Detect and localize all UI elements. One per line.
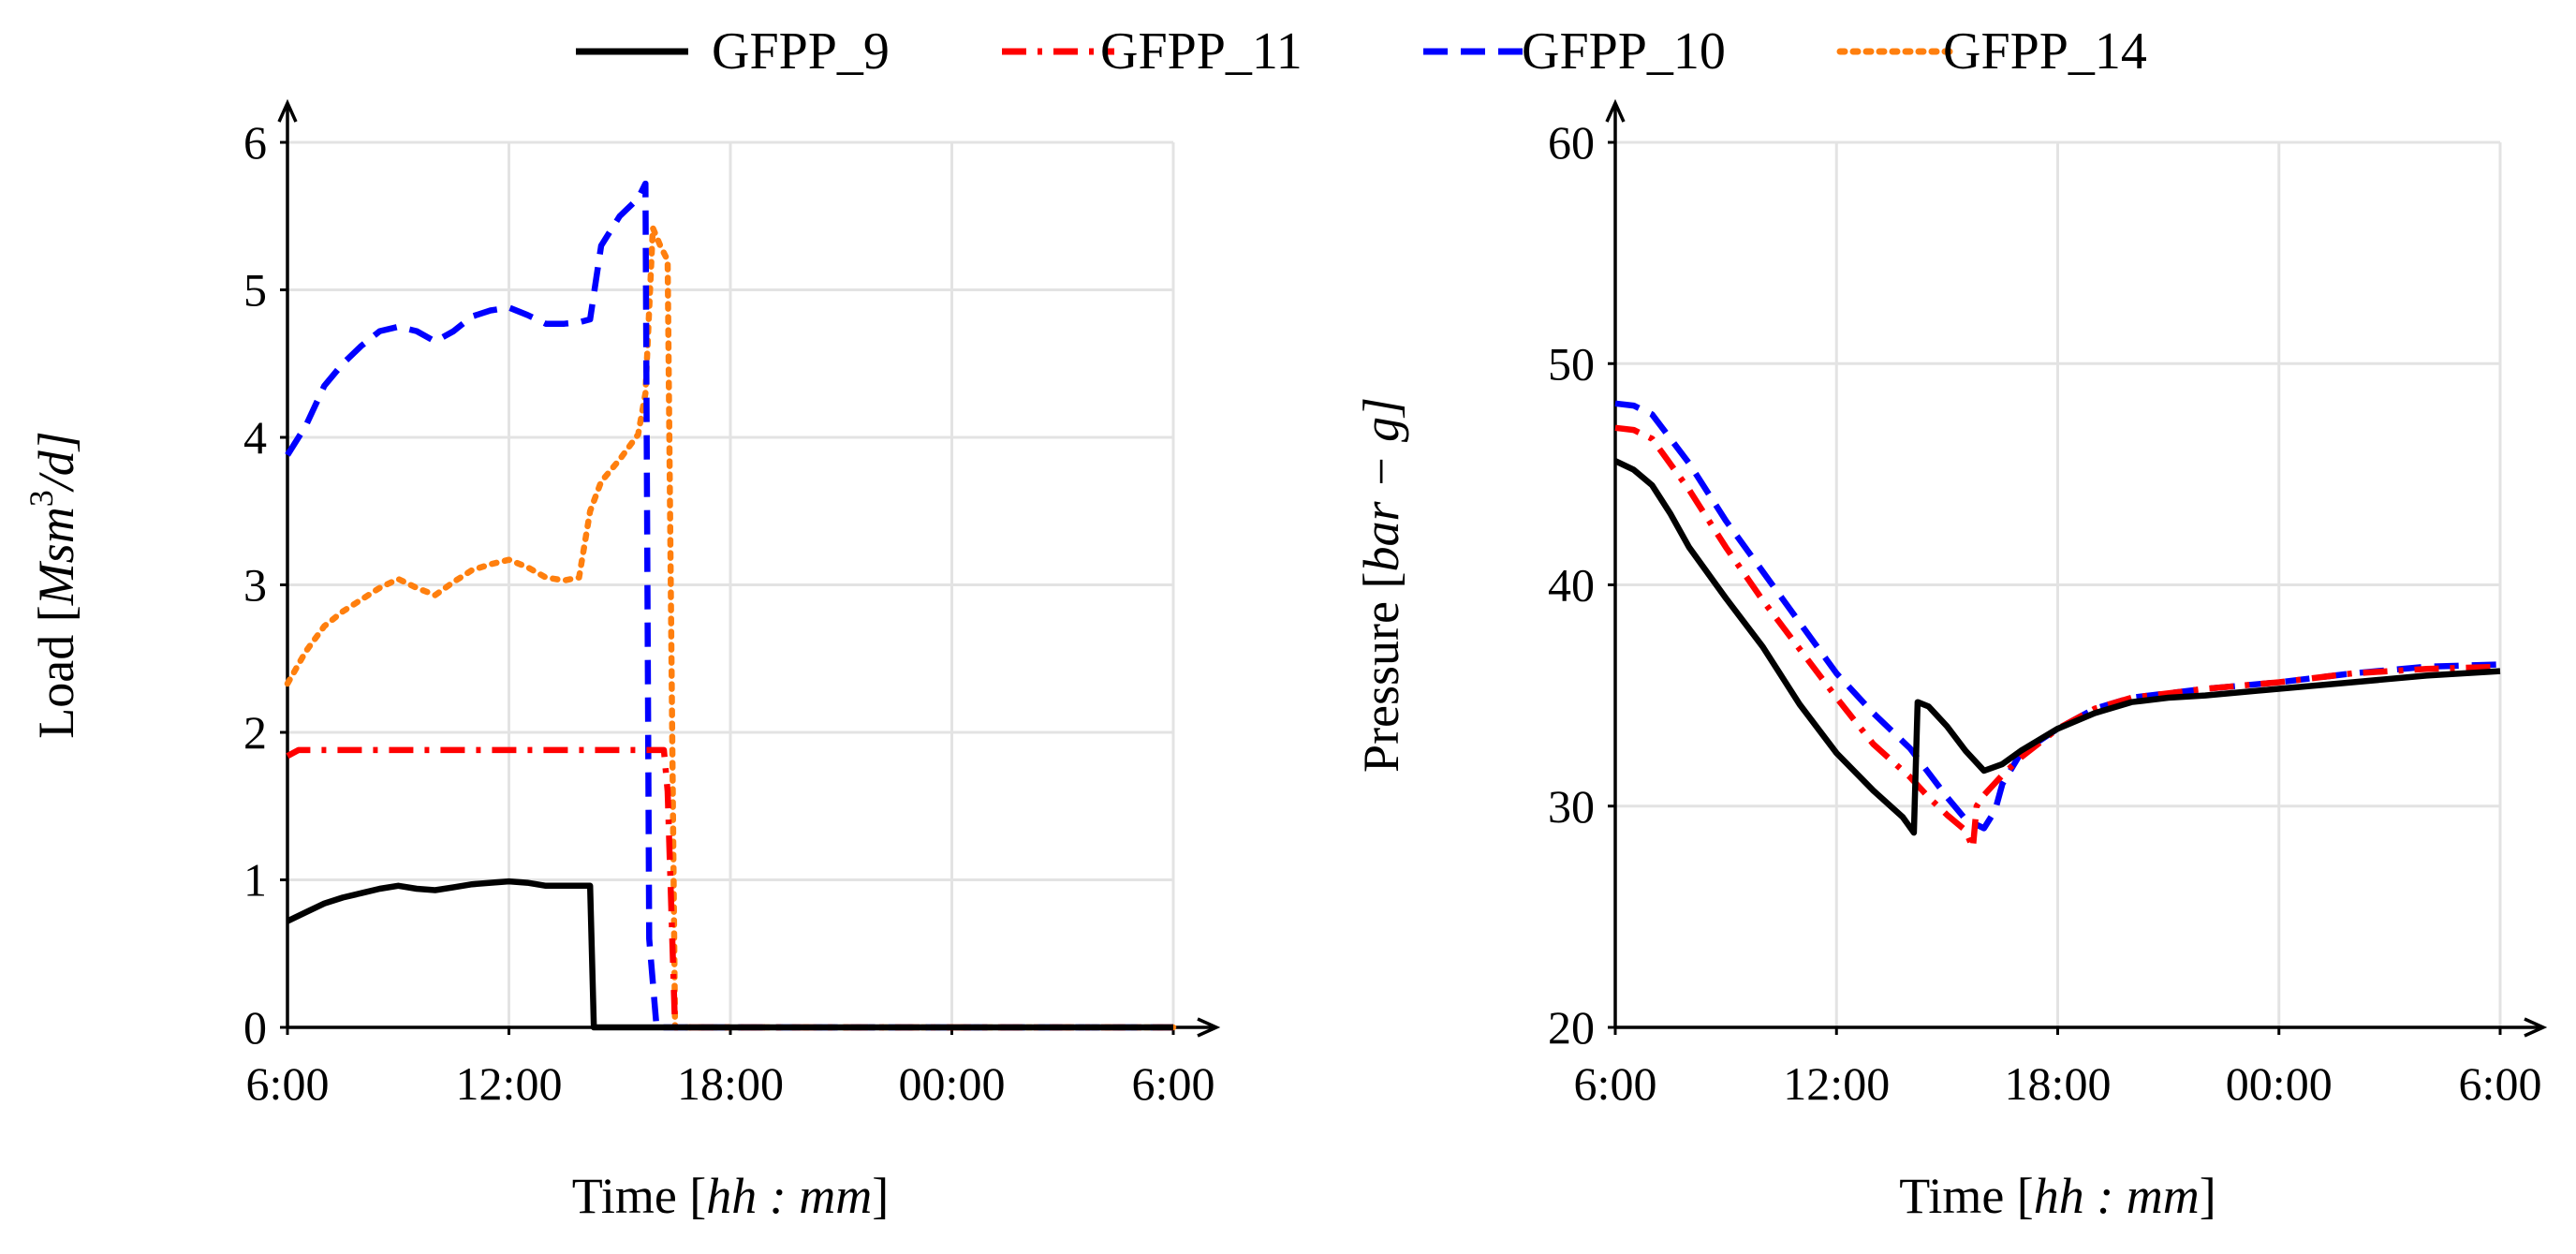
y-tick-label: 20 <box>1548 1001 1595 1054</box>
y-tick-label: 1 <box>243 854 267 907</box>
x-tick-label: 00:00 <box>2226 1057 2333 1110</box>
x-tick-label: 12:00 <box>456 1057 563 1110</box>
series-line-gfpp-10 <box>1614 400 2501 832</box>
load-chart: 0 1 2 3 4 5 6 6:00 12:00 18:00 00:00 6:00 Time [hh :… <box>22 98 1221 1224</box>
pressure-chart: 20 30 40 50 60 6:00 12:00 18:00 00:00 6:00 Time [h… <box>1353 98 2548 1224</box>
x-axis-arrow <box>2524 1017 2548 1038</box>
series-line-gfpp-9 <box>286 878 1173 1031</box>
x-tick-label: 6:00 <box>1132 1057 1215 1110</box>
x-axis-label: Time [hh : mm] <box>572 1168 890 1224</box>
x-tick-label: 6:00 <box>246 1057 330 1110</box>
y-tick-label: 30 <box>1548 780 1595 833</box>
y-axis-arrow <box>277 98 298 123</box>
x-tick-label: 12:00 <box>1783 1057 1890 1110</box>
y-tick-label: 50 <box>1548 337 1595 390</box>
legend-label-gfpp-10: GFPP_10 <box>1522 22 1726 81</box>
x-axis-label: Time [hh : mm] <box>1899 1168 2216 1224</box>
x-axis-arrow <box>1197 1017 1221 1038</box>
x-tick-label: 18:00 <box>677 1057 784 1110</box>
y-tick-label: 6 <box>243 116 267 169</box>
legend-label-gfpp-11: GFPP_11 <box>1100 22 1303 81</box>
y-tick-label: 3 <box>243 559 267 612</box>
y-axis-arrow <box>1605 98 1626 123</box>
y-tick-label: 40 <box>1548 559 1595 612</box>
y-axis-label: Load [Msm3/d] <box>22 431 84 738</box>
y-tick-label: 2 <box>243 706 267 759</box>
y-tick-label: 4 <box>243 411 267 464</box>
series-line-gfpp-10 <box>285 180 1173 1031</box>
y-axis-label: Pressure [bar − g] <box>1353 397 1409 773</box>
legend-label-gfpp-14: GFPP_14 <box>1943 22 2147 81</box>
series-line-gfpp-9 <box>1613 458 2501 836</box>
x-tick-label: 00:00 <box>899 1057 1006 1110</box>
legend: GFPP_9 GFPP_11 GFPP_10 GFPP_14 <box>576 22 2147 81</box>
series-line-gfpp-11 <box>1614 424 2501 851</box>
x-tick-label: 6:00 <box>1574 1057 1657 1110</box>
legend-label-gfpp-9: GFPP_9 <box>712 22 890 81</box>
x-tick-label: 18:00 <box>2005 1057 2112 1110</box>
x-tick-label: 6:00 <box>2459 1057 2542 1110</box>
y-tick-label: 5 <box>243 264 267 317</box>
y-tick-label: 0 <box>243 1001 267 1054</box>
y-tick-label: 60 <box>1548 116 1595 169</box>
